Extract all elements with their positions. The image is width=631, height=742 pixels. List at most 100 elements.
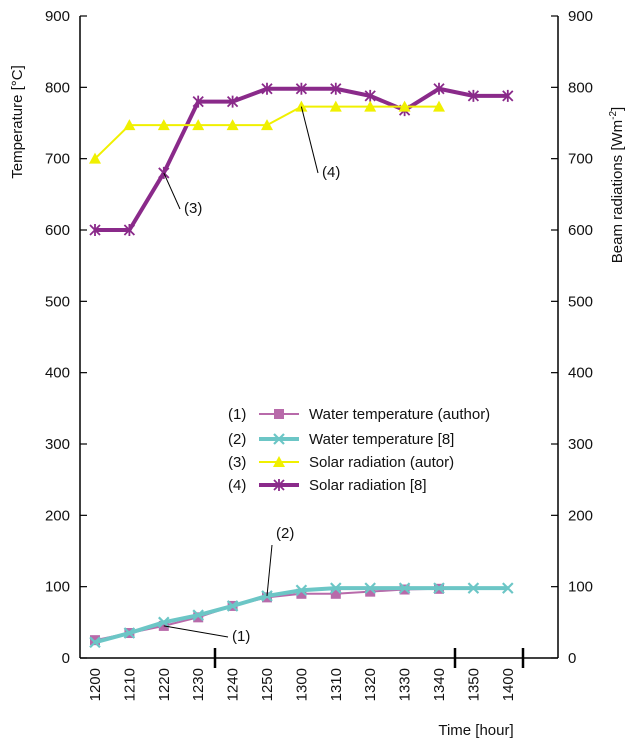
legend-marker — [273, 479, 285, 491]
annotation-leader — [266, 544, 273, 596]
legend-entry: Solar radiation [8] — [309, 477, 427, 494]
y-tick-label-right: 900 — [568, 8, 593, 25]
legend: (1) Water temperature (author) (2) Water te… — [228, 406, 490, 494]
y-tick-label-left: 100 — [45, 579, 70, 596]
data-point — [123, 119, 136, 131]
annotation-leader — [163, 172, 181, 210]
data-point — [158, 166, 170, 179]
data-point — [157, 119, 170, 131]
data-point — [295, 100, 308, 112]
y-tick-label-left: 0 — [62, 650, 70, 667]
y-axis-label-right-main: Beam radiations [Wm — [609, 120, 626, 263]
data-point — [90, 635, 100, 646]
legend-number: (4) — [228, 477, 246, 494]
x-tick-label: 1220 — [156, 668, 173, 701]
data-point — [433, 82, 445, 95]
data-point — [192, 119, 205, 131]
x-tick-label: 1340 — [431, 668, 448, 701]
y-tick-label-left: 600 — [45, 222, 70, 239]
y-axis-label-right-sup: -2 — [608, 111, 619, 120]
series-3 — [89, 100, 445, 164]
x-tick-label: 1320 — [362, 668, 379, 701]
y-tick-label-left: 800 — [45, 79, 70, 96]
y-tick-label-right: 500 — [568, 293, 593, 310]
legend-number: (2) — [228, 431, 246, 448]
data-point — [433, 100, 445, 112]
data-point — [226, 95, 239, 108]
y-tick-label-right: 200 — [568, 507, 593, 524]
data-point — [365, 586, 376, 597]
x-tick-label: 1310 — [328, 668, 345, 701]
data-point — [261, 82, 273, 95]
x-tick-label: 1330 — [397, 668, 414, 701]
x-tick-label: 1400 — [500, 668, 517, 701]
legend-marker — [274, 409, 284, 419]
annotation-label: (2) — [276, 525, 294, 542]
data-point — [296, 588, 307, 599]
y-tick-label-right: 300 — [568, 436, 593, 453]
legend-marker — [273, 433, 285, 445]
x-axis-label: Time [hour] — [438, 722, 513, 739]
data-point — [261, 119, 273, 131]
data-point — [89, 152, 101, 164]
annotation-leader — [300, 106, 319, 174]
y-tick-label-right: 0 — [568, 650, 576, 667]
y-axis-label-right-end: ] — [609, 107, 626, 111]
data-point — [502, 582, 514, 594]
annotation-leader — [163, 625, 229, 638]
annotation-label: (1) — [232, 628, 250, 645]
y-tick-label-right: 700 — [568, 151, 593, 168]
y-tick-label-left: 900 — [45, 8, 70, 25]
y-tick-label-right: 100 — [568, 579, 593, 596]
y-tick-label-left: 500 — [45, 293, 70, 310]
annotation-label: (3) — [184, 200, 202, 217]
data-point — [193, 612, 204, 623]
legend-entry: Water temperature (author) — [309, 406, 490, 423]
data-point — [330, 82, 342, 95]
data-point — [89, 636, 101, 649]
series-line — [94, 105, 439, 160]
legend-number: (1) — [228, 406, 246, 423]
axes-layer: 0 0 100 100 200 200 300 300 400 400 500 500 600 600 70… — [45, 8, 593, 701]
data-point — [398, 100, 411, 112]
x-tick-label: 1250 — [259, 668, 276, 701]
y-tick-label-left: 200 — [45, 507, 70, 524]
data-point — [364, 100, 377, 112]
data-point — [89, 224, 101, 236]
y-tick-label-right: 600 — [568, 222, 593, 239]
x-tick-label: 1230 — [190, 668, 207, 701]
y-axis-label-left: Temperature [°C] — [9, 65, 26, 179]
data-point — [364, 582, 376, 594]
data-point — [330, 588, 341, 599]
x-tick-label: 1200 — [87, 668, 104, 701]
y-tick-label-left: 700 — [45, 151, 70, 168]
data-point — [467, 582, 480, 594]
data-point — [123, 224, 136, 236]
series-layer — [89, 82, 514, 649]
data-point — [433, 582, 445, 594]
data-point — [295, 584, 308, 597]
legend-marker — [273, 456, 285, 467]
y-tick-label-left: 300 — [45, 436, 70, 453]
legend-number: (3) — [228, 454, 246, 471]
y-axis-label-right: Beam radiations [Wm-2] — [608, 107, 626, 263]
data-point — [226, 119, 239, 131]
x-tick-label: 1350 — [465, 668, 482, 701]
data-point — [329, 100, 342, 112]
legend-entry: Water temperature [8] — [309, 431, 454, 448]
data-point — [467, 89, 480, 102]
data-point — [364, 89, 376, 102]
annotation-label: (4) — [322, 164, 340, 181]
data-point — [226, 600, 239, 612]
data-point — [123, 627, 136, 639]
y-tick-label-left: 400 — [45, 365, 70, 382]
data-point — [158, 616, 170, 629]
data-point — [330, 582, 342, 594]
data-point — [192, 609, 204, 621]
data-point — [295, 82, 308, 95]
x-tick-label: 1240 — [225, 668, 242, 701]
y-tick-label-right: 400 — [568, 365, 593, 382]
data-point — [398, 582, 411, 594]
x-tick-label: 1210 — [121, 668, 138, 701]
